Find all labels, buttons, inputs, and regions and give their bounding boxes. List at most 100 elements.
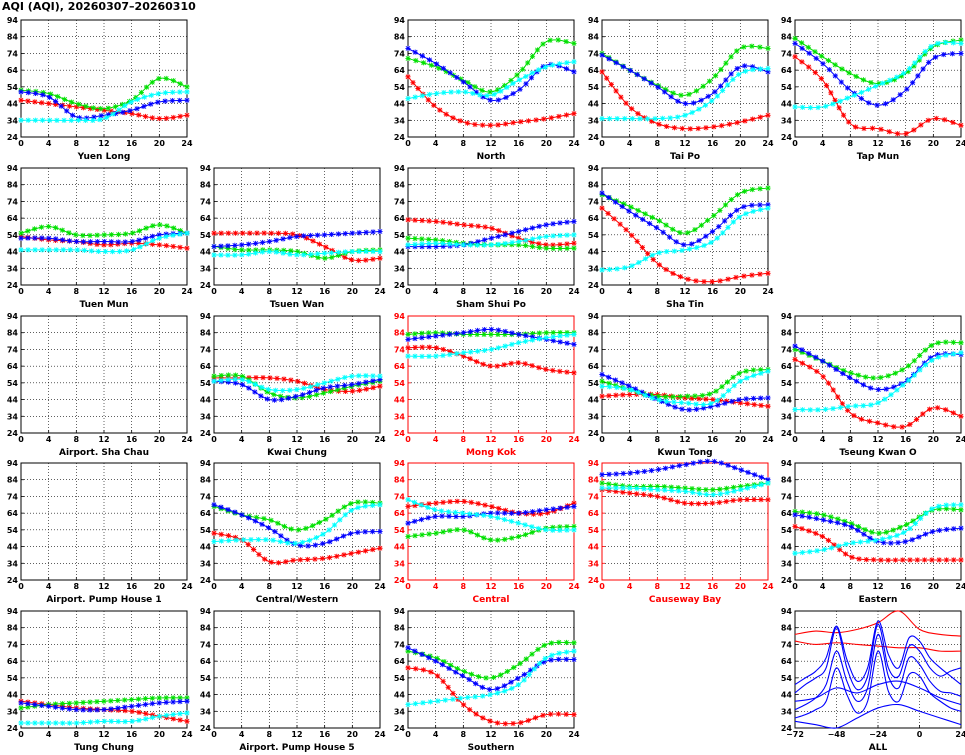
data-point-blue — [620, 63, 626, 70]
data-point-green — [261, 515, 267, 522]
data-point-green — [848, 370, 854, 376]
data-point-cyan — [25, 247, 31, 253]
data-point-red — [413, 666, 419, 672]
data-point-green — [253, 247, 259, 253]
y-tick-label: 44 — [7, 691, 19, 700]
data-point-red — [664, 123, 670, 130]
data-point-green — [101, 698, 107, 704]
series-line-red — [407, 346, 575, 374]
x-tick-label: 16 — [319, 435, 331, 444]
y-tick-label: 34 — [781, 412, 793, 421]
y-tick-label: 24 — [781, 576, 793, 585]
data-point-green — [461, 527, 467, 533]
x-tick-label: 0 — [18, 582, 24, 591]
x-tick-label: 8 — [848, 582, 854, 591]
data-point-red — [703, 396, 709, 402]
data-point-blue — [866, 100, 872, 106]
data-point-cyan — [263, 537, 269, 543]
y-tick-label: 74 — [7, 197, 19, 206]
y-tick-label: 64 — [394, 362, 406, 371]
data-point-blue — [320, 385, 326, 391]
data-point-green — [711, 212, 717, 219]
y-tick-label: 94 — [7, 312, 19, 321]
data-point-red — [792, 356, 798, 363]
data-point-blue — [327, 384, 333, 390]
data-point-blue — [115, 239, 121, 245]
data-point-cyan — [656, 250, 662, 256]
data-point-cyan — [348, 507, 354, 514]
y-tick-label: 94 — [7, 607, 19, 616]
data-point-cyan — [273, 387, 279, 393]
data-point-cyan — [474, 511, 480, 518]
data-point-green — [156, 695, 162, 701]
data-point-red — [869, 125, 876, 131]
data-point-green — [115, 231, 122, 238]
data-point-blue — [890, 97, 896, 103]
data-point-green — [441, 658, 447, 665]
data-point-cyan — [342, 512, 348, 518]
data-point-blue — [239, 242, 245, 248]
data-point-green — [706, 78, 713, 84]
data-point-cyan — [177, 711, 183, 717]
data-point-cyan — [465, 694, 471, 701]
data-point-cyan — [720, 230, 726, 236]
data-point-cyan — [377, 502, 383, 508]
data-point-blue — [278, 397, 285, 403]
data-point-green — [170, 78, 176, 84]
data-point-cyan — [529, 524, 535, 530]
data-point-blue — [502, 328, 508, 335]
data-point-green — [426, 531, 432, 537]
data-point-blue — [626, 208, 632, 214]
data-point-green — [842, 518, 848, 524]
data-point-red — [529, 239, 535, 245]
data-point-blue — [648, 467, 655, 474]
data-point-red — [461, 702, 467, 708]
data-point-cyan — [447, 241, 453, 247]
data-point-cyan — [363, 248, 369, 255]
data-point-green — [870, 375, 876, 381]
data-point-cyan — [736, 214, 742, 220]
x-tick-label: 24 — [568, 435, 580, 444]
data-point-blue — [474, 327, 481, 334]
data-point-red — [518, 119, 524, 125]
data-point-green — [663, 86, 669, 93]
y-tick-label: 54 — [781, 379, 793, 388]
data-point-red — [415, 85, 421, 92]
data-point-red — [818, 76, 824, 82]
data-point-blue — [405, 336, 411, 342]
data-point-red — [548, 711, 554, 717]
data-point-cyan — [725, 82, 731, 88]
data-point-red — [551, 508, 557, 514]
x-tick-label: 24 — [181, 582, 193, 591]
data-point-red — [101, 107, 107, 113]
x-tick-label: 0 — [792, 435, 798, 444]
data-point-green — [164, 223, 170, 229]
data-point-red — [275, 230, 282, 236]
data-point-cyan — [906, 65, 913, 72]
x-tick-label: 16 — [319, 730, 331, 739]
data-point-blue — [861, 531, 867, 537]
data-point-blue — [440, 65, 446, 71]
data-point-green — [835, 516, 841, 522]
data-point-blue — [813, 55, 819, 61]
data-point-blue — [934, 352, 941, 358]
data-point-blue — [550, 221, 556, 227]
data-point-red — [744, 496, 750, 503]
data-point-red — [290, 557, 296, 563]
data-point-green — [149, 79, 155, 85]
data-point-blue — [503, 94, 509, 101]
y-tick-label: 74 — [781, 492, 793, 501]
data-point-red — [532, 715, 539, 721]
y-tick-label: 54 — [781, 526, 793, 535]
data-point-green — [743, 368, 749, 374]
data-point-green — [599, 480, 605, 486]
data-point-blue — [606, 374, 612, 380]
data-point-green — [765, 45, 771, 52]
data-point-red — [315, 385, 321, 391]
data-point-red — [94, 241, 100, 247]
data-point-green — [821, 512, 827, 518]
data-point-blue — [673, 239, 679, 245]
data-point-blue — [860, 382, 867, 388]
data-point-green — [613, 382, 619, 389]
